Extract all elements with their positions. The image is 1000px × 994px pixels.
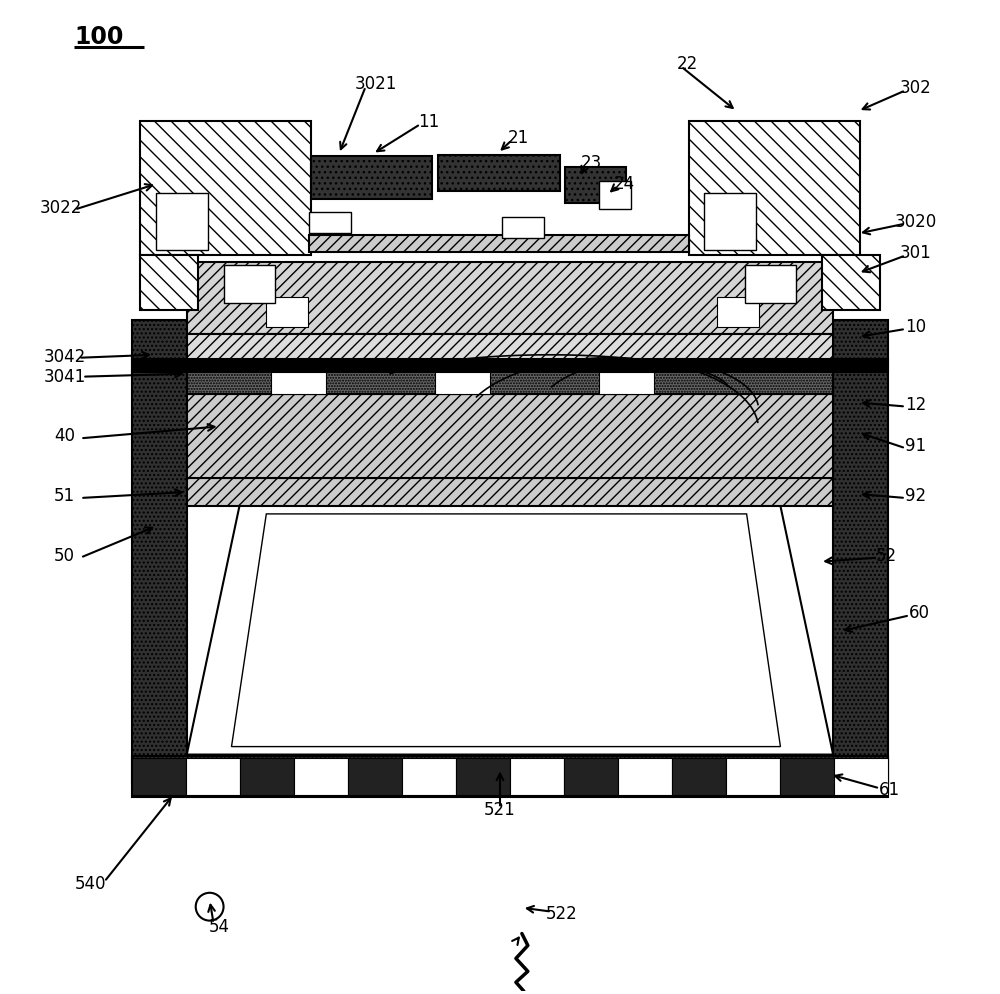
Bar <box>689 121 860 255</box>
Text: 3022: 3022 <box>39 199 82 217</box>
Bar <box>780 757 834 795</box>
Bar <box>186 757 240 795</box>
Bar <box>510 757 564 795</box>
Text: 3021: 3021 <box>355 76 397 93</box>
Bar <box>834 757 888 795</box>
Bar <box>132 359 888 372</box>
Bar <box>726 757 780 795</box>
Text: 23: 23 <box>581 154 602 172</box>
Bar <box>599 181 631 209</box>
Polygon shape <box>232 514 780 746</box>
Text: 21: 21 <box>507 129 529 147</box>
Bar <box>618 757 672 795</box>
Bar <box>224 265 275 303</box>
Bar <box>745 265 796 303</box>
Bar <box>309 212 351 234</box>
Bar <box>132 320 187 782</box>
Text: 40: 40 <box>54 427 75 445</box>
Bar <box>565 167 626 203</box>
Bar <box>564 757 618 795</box>
Text: 60: 60 <box>909 604 930 622</box>
Bar <box>294 757 348 795</box>
Text: 22: 22 <box>676 56 698 74</box>
Text: 302: 302 <box>900 80 932 97</box>
Bar <box>311 156 432 199</box>
Text: 521: 521 <box>484 801 516 819</box>
Bar <box>187 372 833 394</box>
Bar <box>240 757 294 795</box>
Polygon shape <box>187 506 833 754</box>
Bar <box>156 193 208 250</box>
Text: 52: 52 <box>875 547 896 565</box>
Text: 92: 92 <box>905 487 926 505</box>
Text: 51: 51 <box>54 487 75 505</box>
Bar <box>456 757 510 795</box>
Text: 540: 540 <box>75 875 106 893</box>
Text: 3042: 3042 <box>43 348 86 366</box>
Bar <box>599 372 654 394</box>
Bar <box>187 394 833 478</box>
Bar <box>402 757 456 795</box>
Bar <box>704 193 756 250</box>
Text: 3020: 3020 <box>895 213 937 231</box>
Text: 24: 24 <box>614 175 635 193</box>
Text: 50: 50 <box>54 547 75 565</box>
Text: 54: 54 <box>209 917 230 935</box>
Text: 61: 61 <box>879 781 900 799</box>
Bar <box>132 757 186 795</box>
Bar <box>438 155 560 191</box>
Bar <box>822 255 880 310</box>
Text: 11: 11 <box>418 113 439 131</box>
Bar <box>435 372 490 394</box>
Text: 522: 522 <box>546 905 578 922</box>
Bar <box>502 217 544 239</box>
Bar <box>348 757 402 795</box>
Bar <box>271 372 326 394</box>
Text: 100: 100 <box>74 25 124 49</box>
Bar <box>140 255 198 310</box>
Bar <box>132 755 888 797</box>
Text: 3041: 3041 <box>43 368 86 386</box>
Bar <box>187 334 833 359</box>
Bar <box>717 297 759 327</box>
Text: 91: 91 <box>905 437 926 455</box>
Bar <box>140 121 311 255</box>
Bar <box>187 262 833 334</box>
Text: 12: 12 <box>905 396 926 414</box>
Text: 301: 301 <box>900 245 932 262</box>
Bar <box>266 297 308 327</box>
Text: 10: 10 <box>905 318 926 336</box>
Bar <box>187 478 833 506</box>
Bar <box>309 236 689 252</box>
Bar <box>833 320 888 782</box>
Bar <box>672 757 726 795</box>
